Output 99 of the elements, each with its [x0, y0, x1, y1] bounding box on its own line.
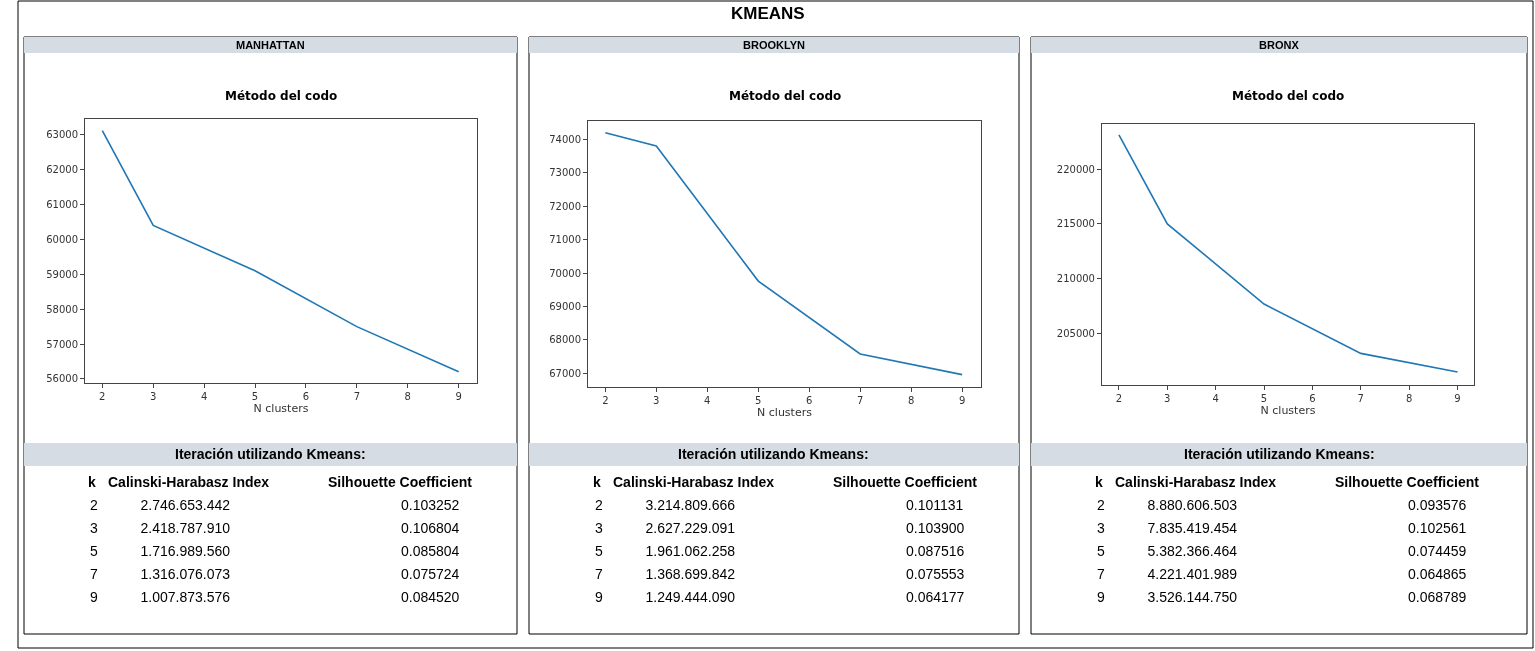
x-tick-label: 5 [251, 391, 259, 402]
text: Iteración utilizando Kmeans: [1184, 446, 1375, 462]
x-tick-label: 6 [302, 391, 310, 402]
y-tick-label: 57000 [46, 338, 78, 350]
x-tick-label: 7 [1357, 393, 1364, 404]
y-tick-label: 71000 [549, 234, 581, 246]
y-tick-label: 68000 [549, 334, 581, 346]
chart-title: MANHATTAN [236, 39, 305, 51]
text: 5 1.716.989.560 [90, 543, 231, 559]
x-tick-label: 7 [857, 395, 864, 406]
text: 0.106804 [401, 520, 460, 536]
y-tick-label: 205000 [1056, 328, 1095, 340]
x-tick-label: 9 [455, 391, 462, 402]
text: 0.075553 [906, 566, 965, 582]
x-tick-label: 8 [907, 395, 915, 406]
chart-subtitle: Método del codo [1232, 89, 1345, 103]
y-tick-label: 56000 [46, 373, 78, 385]
x-tick-label: 9 [1454, 393, 1461, 404]
text: 0.102561 [1408, 520, 1467, 536]
text: 0.074459 [1408, 543, 1467, 559]
text: Calinski-Harabasz Index [613, 474, 775, 490]
text: 0.064865 [1408, 566, 1467, 582]
x-tick-label: 8 [1405, 393, 1413, 404]
text: 3 2.627.229.091 [595, 520, 736, 536]
text: 0.084520 [401, 589, 460, 605]
x-axis-title: N clusters [253, 402, 309, 415]
x-tick-label: 2 [602, 395, 609, 406]
x-tick-label: 5 [1260, 393, 1268, 404]
x-tick-label: 9 [958, 395, 966, 406]
x-tick-label: 6 [806, 395, 813, 406]
text: 0.064177 [906, 589, 965, 605]
y-tick-label: 69000 [549, 300, 581, 312]
y-tick-label: 74000 [549, 133, 581, 145]
line-series [1118, 134, 1459, 373]
x-tick-label: 6 [1309, 393, 1316, 404]
text: 2 3.214.809.666 [595, 497, 736, 513]
text: Silhouette Coefficient [1335, 474, 1480, 490]
text: k [88, 474, 96, 490]
text: 7 1.316.076.073 [90, 566, 231, 582]
text: 0.085804 [401, 543, 460, 559]
y-tick-label: 58000 [46, 303, 78, 315]
text: 5 5.382.366.464 [1097, 543, 1238, 559]
y-tick-label: 63000 [46, 129, 78, 141]
y-tick-label: 70000 [549, 267, 581, 279]
x-axis-title: N clusters [757, 406, 813, 419]
text: 2 2.746.653.442 [90, 497, 231, 513]
x-tick-label: 4 [704, 395, 711, 406]
x-tick-label: 3 [653, 395, 660, 406]
text: Calinski-Harabasz Index [108, 474, 270, 490]
chart-title: BROOKLYN [743, 39, 805, 51]
text: 0.093576 [1408, 497, 1467, 513]
text: 9 1.249.444.090 [595, 589, 736, 605]
y-tick-label: 60000 [46, 233, 78, 245]
text: Iteración utilizando Kmeans: [678, 446, 869, 462]
x-axis-title: N clusters [1260, 404, 1316, 417]
y-tick-label: 62000 [46, 164, 78, 176]
chart-title: BRONX [1259, 39, 1300, 51]
y-tick-label: 73000 [549, 167, 581, 179]
text: 0.087516 [906, 543, 965, 559]
text: Iteración utilizando Kmeans: [175, 446, 366, 462]
x-tick-label: 8 [404, 391, 411, 402]
text: 5 1.961.062.258 [595, 543, 736, 559]
y-tick-label: 59000 [46, 268, 78, 280]
line-series [101, 129, 460, 373]
y-tick-label: 215000 [1056, 218, 1095, 230]
x-tick-label: 7 [353, 391, 361, 402]
y-tick-label: 220000 [1056, 163, 1095, 175]
chart-subtitle: Método del codo [225, 89, 338, 103]
x-tick-label: 4 [1212, 393, 1219, 404]
text: 0.068789 [1408, 589, 1467, 605]
text: 7 1.368.699.842 [595, 566, 736, 582]
x-tick-label: 2 [1115, 393, 1123, 404]
x-tick-label: 3 [1164, 393, 1171, 404]
text: 7 4.221.401.989 [1097, 566, 1238, 582]
line-series [604, 131, 963, 376]
text: Calinski-Harabasz Index [1115, 474, 1277, 490]
y-tick-label: 61000 [46, 199, 78, 210]
text: 3 7.835.419.454 [1097, 520, 1238, 536]
text: 0.101131 [906, 497, 964, 513]
text: 0.075724 [401, 566, 460, 582]
text: 9 1.007.873.576 [90, 589, 231, 605]
chart-subtitle: Método del codo [729, 89, 842, 103]
y-tick-label: 210000 [1056, 273, 1095, 285]
y-tick-label: 67000 [549, 367, 581, 379]
x-tick-label: 5 [755, 395, 762, 406]
text: 0.103252 [401, 497, 460, 513]
text: Silhouette Coefficient [833, 474, 978, 490]
x-tick-label: 3 [150, 391, 157, 402]
text: KMEANS [731, 4, 805, 23]
text: Silhouette Coefficient [328, 474, 473, 490]
text: 0.103900 [906, 520, 965, 536]
text: k [1095, 474, 1103, 490]
text: 2 8.880.606.503 [1097, 497, 1238, 513]
text: 9 3.526.144.750 [1097, 589, 1238, 605]
y-tick-label: 72000 [549, 200, 581, 212]
x-tick-label: 4 [200, 391, 208, 402]
text: 3 2.418.787.910 [90, 520, 231, 536]
text: k [593, 474, 601, 490]
x-tick-label: 2 [99, 391, 106, 402]
